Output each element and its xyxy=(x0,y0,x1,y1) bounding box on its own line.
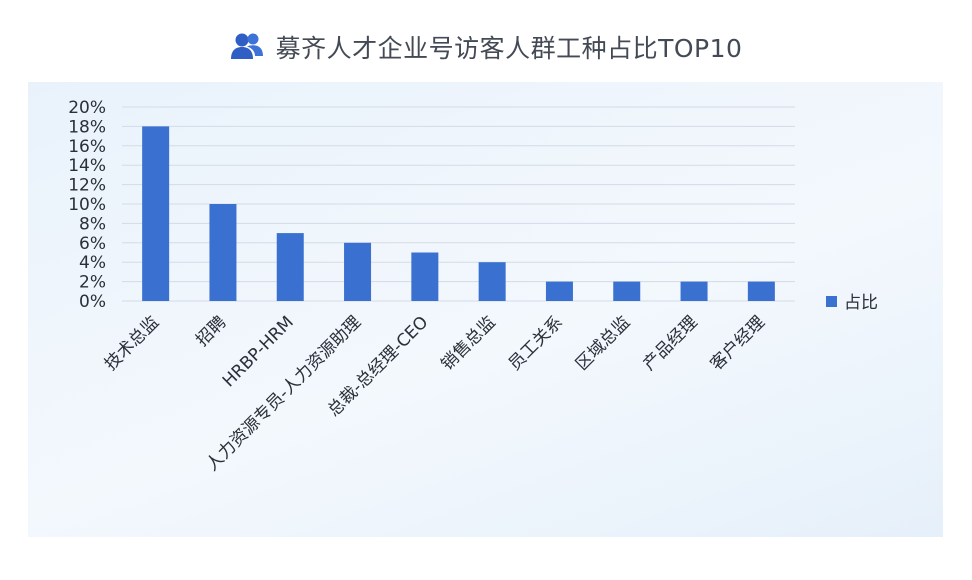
bar xyxy=(276,233,304,301)
y-tick-label: 10% xyxy=(68,195,106,215)
y-tick-label: 2% xyxy=(79,273,106,293)
y-tick-label: 20% xyxy=(68,98,106,118)
x-tick-label: 产品经理 xyxy=(639,312,701,374)
chart-title: 募齐人才企业号访客人群工种占比TOP10 xyxy=(275,34,743,63)
bar xyxy=(747,281,775,301)
legend-swatch xyxy=(826,296,837,307)
y-tick-label: 12% xyxy=(68,176,106,196)
bar xyxy=(344,242,372,301)
y-tick-label: 4% xyxy=(79,253,106,273)
bar xyxy=(411,252,439,301)
legend: 占比 xyxy=(826,293,878,313)
y-tick-label: 16% xyxy=(68,137,106,157)
y-tick-label: 8% xyxy=(79,214,106,234)
x-tick-label: 招聘 xyxy=(192,312,230,350)
y-tick-label: 6% xyxy=(79,234,106,254)
x-tick-label: 客户经理 xyxy=(707,312,769,374)
y-tick-label: 14% xyxy=(68,156,106,176)
bar xyxy=(209,204,237,301)
x-tick-label: 区域总监 xyxy=(572,312,634,374)
bar xyxy=(478,262,506,301)
x-tick-label: 员工关系 xyxy=(505,312,567,374)
x-tick-label: 销售总监 xyxy=(437,312,499,374)
x-tick-label: 技术总监 xyxy=(101,312,163,374)
bar xyxy=(545,281,573,301)
legend-label: 占比 xyxy=(844,293,878,313)
bar xyxy=(680,281,708,301)
bar xyxy=(142,126,170,302)
y-axis: 0%2%4%6%8%10%12%14%16%18%20% xyxy=(68,98,106,312)
chart-header: 募齐人才企业号访客人群工种占比TOP10 xyxy=(0,22,972,72)
users-icon xyxy=(230,33,263,59)
bar xyxy=(613,281,641,301)
bars xyxy=(142,126,775,302)
y-tick-label: 0% xyxy=(79,292,106,312)
y-tick-label: 18% xyxy=(68,117,106,137)
chart-panel xyxy=(28,82,943,537)
